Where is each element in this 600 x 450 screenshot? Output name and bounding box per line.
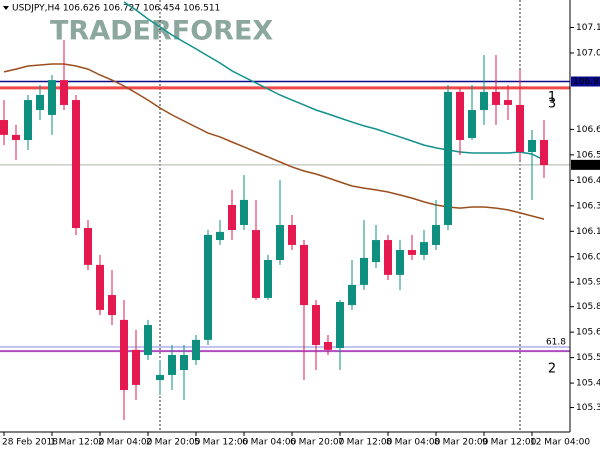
candle-body	[479, 91, 488, 111]
candle-body	[0, 120, 8, 135]
y-tick-label: 105.440	[576, 379, 600, 389]
y-tick-label: 106.310	[576, 201, 600, 211]
candle-body	[443, 91, 452, 225]
y-tick-label: 106.435	[576, 176, 600, 186]
x-tick-label: 1 Mar 12:00	[50, 438, 105, 448]
candle-body	[35, 94, 44, 111]
candle-body	[155, 374, 164, 381]
menu-arrow[interactable]	[3, 6, 9, 10]
candle-body	[371, 240, 380, 263]
y-tick-label: 105.320	[576, 403, 600, 413]
price-tag-label: 106.511	[573, 160, 600, 170]
y-tick-label: 106.060	[576, 252, 600, 262]
level-label: 2	[548, 362, 556, 377]
y-tick-label: 106.685	[576, 125, 600, 135]
candle-body	[539, 139, 548, 166]
x-tick-label: 2 Mar 20:00	[146, 438, 201, 448]
level-label: 3	[548, 96, 556, 111]
candle-body	[287, 224, 296, 245]
x-tick-label: 2 Mar 04:00	[98, 438, 153, 448]
candle-body	[59, 80, 68, 105]
plot-area	[0, 0, 570, 432]
candle-body	[311, 305, 320, 345]
candle-body	[407, 250, 416, 255]
candle-body	[215, 231, 224, 241]
candle-body	[419, 242, 428, 255]
candle-body	[335, 301, 344, 349]
candle-body	[467, 110, 476, 138]
price-tag-label: 106.920	[573, 77, 600, 87]
candle-body	[395, 250, 404, 275]
level-label: 61.8	[546, 338, 566, 348]
candle-body	[11, 134, 20, 140]
candle-body	[491, 91, 500, 105]
candle-body	[359, 257, 368, 285]
moving-average	[3, 63, 545, 220]
candle-body	[143, 325, 152, 355]
x-tick-label: 8 Mar 20:00	[434, 438, 489, 448]
x-tick-label: 6 Mar 20:00	[290, 438, 345, 448]
candle-body	[347, 284, 356, 306]
candle-body	[383, 240, 392, 275]
candle-body	[131, 349, 140, 385]
candle-body	[23, 100, 32, 140]
candle-body	[167, 354, 176, 375]
candle-body	[107, 295, 116, 316]
candle-body	[515, 104, 524, 153]
watermark: TRADERFOREX	[50, 16, 273, 47]
y-tick-label: 105.565	[576, 353, 600, 363]
candle-body	[263, 260, 272, 298]
y-tick-label: 106.185	[576, 227, 600, 237]
candle-body	[527, 139, 536, 153]
y-tick-label: 105.815	[576, 302, 600, 312]
moving-average	[123, 1, 545, 161]
x-tick-label: 5 Mar 12:00	[194, 438, 249, 448]
y-tick-label: 105.690	[576, 328, 600, 338]
x-tick-label: 7 Mar 12:00	[338, 438, 393, 448]
candle-body	[179, 354, 188, 371]
candle-body	[503, 100, 512, 105]
candle-body	[299, 244, 308, 306]
y-tick-label: 105.935	[576, 278, 600, 288]
level-label: 1	[548, 90, 556, 105]
candle-body	[251, 230, 260, 298]
candle-body	[71, 100, 80, 229]
candle-body	[83, 228, 92, 265]
candle-body	[203, 234, 212, 340]
x-tick-label: 6 Mar 04:00	[242, 438, 297, 448]
price-tag	[571, 159, 600, 170]
chart-header: USDJPY,H4 106.626 106.727 106.454 106.51…	[12, 4, 220, 14]
candle-body	[275, 224, 284, 261]
y-tick-label: 106.560	[576, 150, 600, 160]
y-tick-label: 107.060	[576, 48, 600, 58]
x-tick-label: 8 Mar 04:00	[386, 438, 441, 448]
candle-body	[227, 204, 236, 231]
candle-body	[95, 264, 104, 310]
x-tick-label: 9 Mar 12:00	[482, 438, 537, 448]
candle-body	[47, 80, 56, 115]
price-tag	[571, 76, 600, 87]
candle-body	[431, 224, 440, 245]
y-tick-label: 107.185	[576, 23, 600, 33]
candle-body	[455, 91, 464, 140]
x-tick-label: 28 Feb 2018	[2, 438, 58, 448]
candle-body	[323, 341, 332, 350]
candle-body	[119, 319, 128, 391]
candle-body	[191, 339, 200, 361]
x-tick-label: 12 Mar 04:00	[530, 438, 590, 448]
candle-body	[239, 199, 248, 225]
